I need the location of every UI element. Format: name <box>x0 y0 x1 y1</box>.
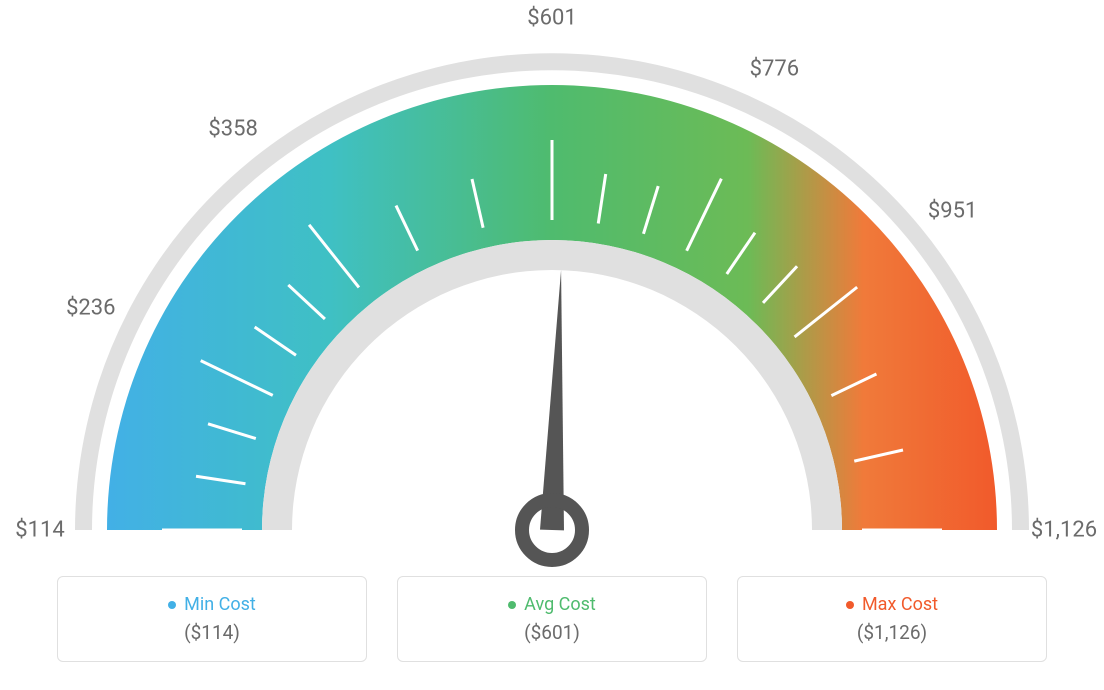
legend-card-min: Min Cost ($114) <box>57 576 367 662</box>
gauge-tick-label: $114 <box>15 518 64 543</box>
legend-label-max: Max Cost <box>862 594 938 615</box>
legend-value-max: ($1,126) <box>857 621 927 644</box>
dot-icon <box>168 601 176 609</box>
dot-icon <box>508 601 516 609</box>
legend-label-row: Min Cost <box>168 594 256 615</box>
legend-value-avg: ($601) <box>524 621 580 644</box>
gauge-tick-label: $236 <box>66 295 115 320</box>
legend-row: Min Cost ($114) Avg Cost ($601) Max Cost… <box>0 576 1104 662</box>
gauge-tick-label: $601 <box>527 6 576 31</box>
gauge-svg <box>0 0 1104 580</box>
legend-value-min: ($114) <box>184 621 240 644</box>
cost-gauge: $114 $236 $358 $601 $776 $951 $1,126 <box>0 0 1104 560</box>
gauge-tick-label: $1,126 <box>1031 518 1097 543</box>
gauge-tick-label: $951 <box>928 199 977 224</box>
legend-card-avg: Avg Cost ($601) <box>397 576 707 662</box>
legend-card-max: Max Cost ($1,126) <box>737 576 1047 662</box>
dot-icon <box>846 601 854 609</box>
legend-label-avg: Avg Cost <box>524 594 596 615</box>
legend-label-row: Avg Cost <box>508 594 596 615</box>
legend-label-min: Min Cost <box>184 594 256 615</box>
legend-label-row: Max Cost <box>846 594 938 615</box>
gauge-tick-label: $358 <box>208 117 257 142</box>
gauge-tick-label: $776 <box>750 56 799 81</box>
